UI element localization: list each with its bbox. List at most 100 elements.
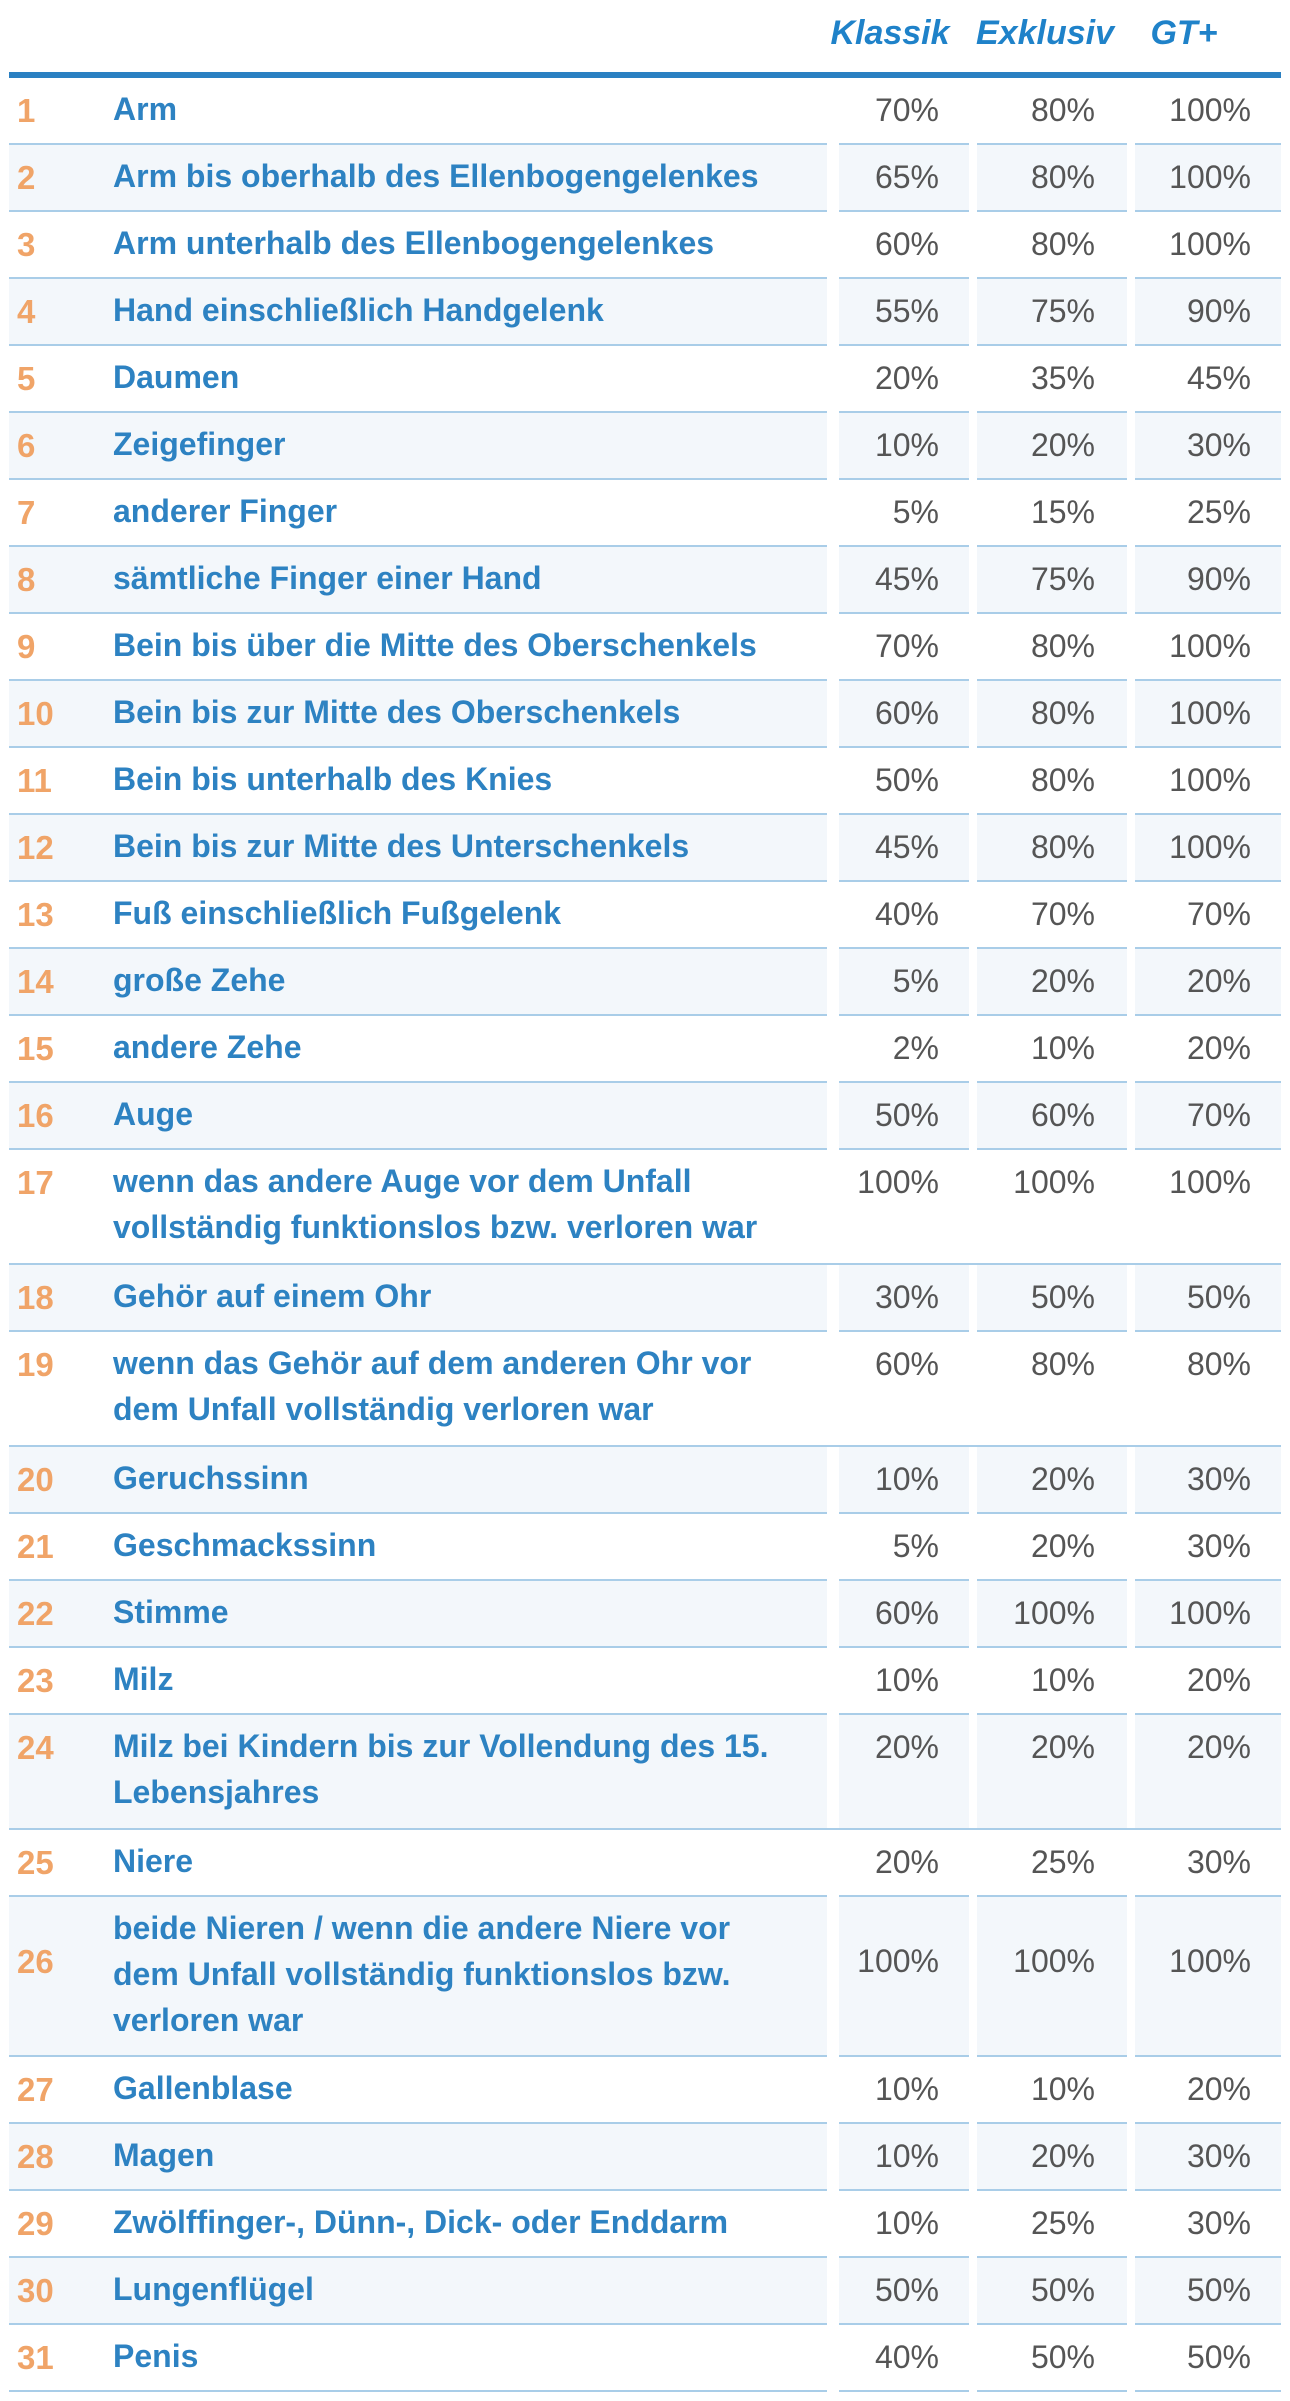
value-gt-plus: 90% — [1186, 293, 1251, 329]
row-number: 14 — [17, 963, 54, 1000]
value-gt-plus: 100% — [1169, 226, 1251, 262]
row-number: 17 — [17, 1164, 54, 1201]
value-exklusiv: 75% — [1030, 561, 1095, 597]
value-klassik: 5% — [892, 494, 939, 530]
row-label: Lungenflügel — [113, 2271, 314, 2307]
value-klassik: 70% — [874, 92, 939, 128]
column-header-exklusiv: Exklusiv — [976, 14, 1114, 52]
row-label: Gehör auf einem Ohr — [113, 1278, 432, 1314]
row-number: 24 — [17, 1729, 54, 1766]
row-number: 30 — [17, 2272, 54, 2309]
row-number: 11 — [17, 762, 52, 799]
table-row: 15 andere Zehe 2% 10% 20% — [9, 1016, 1281, 1083]
value-gt-plus: 30% — [1186, 2138, 1251, 2174]
row-label: große Zehe — [113, 962, 286, 998]
value-gt-plus: 70% — [1186, 896, 1251, 932]
row-number: 10 — [17, 695, 54, 732]
value-klassik: 10% — [874, 2071, 939, 2107]
value-gt-plus: 50% — [1186, 2339, 1251, 2375]
row-label: Gallenblase — [113, 2070, 293, 2106]
row-number: 12 — [17, 829, 54, 866]
value-klassik: 10% — [874, 2138, 939, 2174]
value-gt-plus: 25% — [1186, 494, 1251, 530]
table-row: 1 Arm 70% 80% 100% — [9, 78, 1281, 145]
value-klassik: 70% — [874, 628, 939, 664]
row-label: Arm — [113, 91, 178, 127]
row-label: Zeigefinger — [113, 426, 286, 462]
table-row: 19 wenn das Gehör auf dem anderen Ohr vor… — [9, 1332, 1281, 1447]
value-gt-plus: 80% — [1186, 1346, 1251, 1382]
value-klassik: 60% — [874, 695, 939, 731]
row-label: Milz bei Kindern bis zur Vollendung des … — [113, 1728, 769, 1810]
value-klassik: 100% — [857, 1943, 939, 1979]
value-gt-plus: 20% — [1186, 2071, 1251, 2107]
value-exklusiv: 75% — [1030, 293, 1095, 329]
table-row: 17 wenn das andere Auge vor dem Unfall vo… — [9, 1150, 1281, 1265]
value-exklusiv: 80% — [1030, 159, 1095, 195]
value-exklusiv: 20% — [1030, 1729, 1095, 1765]
value-exklusiv: 20% — [1030, 2138, 1095, 2174]
value-gt-plus: 100% — [1169, 92, 1251, 128]
table-row: 20 Geruchssinn 10% 20% 30% — [9, 1447, 1281, 1514]
row-label: Arm unterhalb des Ellenbogengelenkes — [113, 225, 715, 261]
value-exklusiv: 80% — [1030, 695, 1095, 731]
value-gt-plus: 100% — [1169, 1943, 1251, 1979]
table-row: 23 Milz 10% 10% 20% — [9, 1648, 1281, 1715]
table-row: 29 Zwölffinger-, Dünn-, Dick- oder Enddar… — [9, 2191, 1281, 2258]
row-label: andere Zehe — [113, 1029, 302, 1065]
row-label: Auge — [113, 1096, 193, 1132]
row-label: beide Nieren / wenn die andere Niere vor… — [113, 1910, 731, 2038]
value-exklusiv: 100% — [1013, 1595, 1095, 1631]
row-label: Daumen — [113, 359, 240, 395]
row-number: 31 — [17, 2339, 54, 2376]
row-number: 23 — [17, 1662, 54, 1699]
row-label: anderer Finger — [113, 493, 338, 529]
row-label: Geruchssinn — [113, 1460, 309, 1496]
table-row: 27 Gallenblase 10% 10% 20% — [9, 2057, 1281, 2124]
value-klassik: 65% — [874, 159, 939, 195]
table-row: 7 anderer Finger 5% 15% 25% — [9, 480, 1281, 547]
value-klassik: 10% — [874, 2205, 939, 2241]
value-exklusiv: 80% — [1030, 92, 1095, 128]
value-exklusiv: 60% — [1030, 1097, 1095, 1133]
row-label: Milz — [113, 1661, 174, 1697]
row-label: Bein bis über die Mitte des Oberschenkel… — [113, 627, 757, 663]
value-klassik: 55% — [874, 293, 939, 329]
row-number: 26 — [17, 1943, 54, 1980]
table-row: 3 Arm unterhalb des Ellenbogengelenkes 60%… — [9, 212, 1281, 279]
value-gt-plus: 30% — [1186, 1528, 1251, 1564]
value-exklusiv: 80% — [1030, 226, 1095, 262]
table-row: 31 Penis 40% 50% 50% — [9, 2325, 1281, 2392]
row-number: 18 — [17, 1279, 54, 1316]
value-exklusiv: 15% — [1030, 494, 1095, 530]
value-exklusiv: 25% — [1030, 2205, 1095, 2241]
row-label: wenn das Gehör auf dem anderen Ohr vor d… — [113, 1345, 752, 1427]
value-gt-plus: 45% — [1186, 360, 1251, 396]
row-label: Arm bis oberhalb des Ellenbogengelenkes — [113, 158, 759, 194]
value-gt-plus: 50% — [1186, 2272, 1251, 2308]
value-klassik: 45% — [874, 829, 939, 865]
benefit-table: Klassik Exklusiv GT+ 1 Arm 70% 80% 100% 2 Arm … — [9, 0, 1281, 2392]
value-klassik: 60% — [874, 1595, 939, 1631]
value-exklusiv: 10% — [1030, 1662, 1095, 1698]
row-label: wenn das andere Auge vor dem Unfall voll… — [113, 1163, 758, 1245]
row-number: 3 — [17, 226, 36, 263]
value-gt-plus: 100% — [1169, 1595, 1251, 1631]
value-exklusiv: 50% — [1030, 1279, 1095, 1315]
row-number: 5 — [17, 360, 36, 397]
row-label: Stimme — [113, 1594, 229, 1630]
table-row: 25 Niere 20% 25% 30% — [9, 1830, 1281, 1897]
row-number: 21 — [17, 1528, 54, 1565]
value-exklusiv: 50% — [1030, 2272, 1095, 2308]
row-label: Zwölffinger-, Dünn-, Dick- oder Enddarm — [113, 2204, 729, 2240]
row-label: sämtliche Finger einer Hand — [113, 560, 542, 596]
value-klassik: 100% — [857, 1164, 939, 1200]
value-exklusiv: 35% — [1030, 360, 1095, 396]
table-row: 2 Arm bis oberhalb des Ellenbogengelenkes… — [9, 145, 1281, 212]
table-row: 30 Lungenflügel 50% 50% 50% — [9, 2258, 1281, 2325]
value-klassik: 5% — [892, 963, 939, 999]
value-gt-plus: 20% — [1186, 1729, 1251, 1765]
row-number: 19 — [17, 1346, 54, 1383]
value-klassik: 45% — [874, 561, 939, 597]
value-exklusiv: 80% — [1030, 829, 1095, 865]
